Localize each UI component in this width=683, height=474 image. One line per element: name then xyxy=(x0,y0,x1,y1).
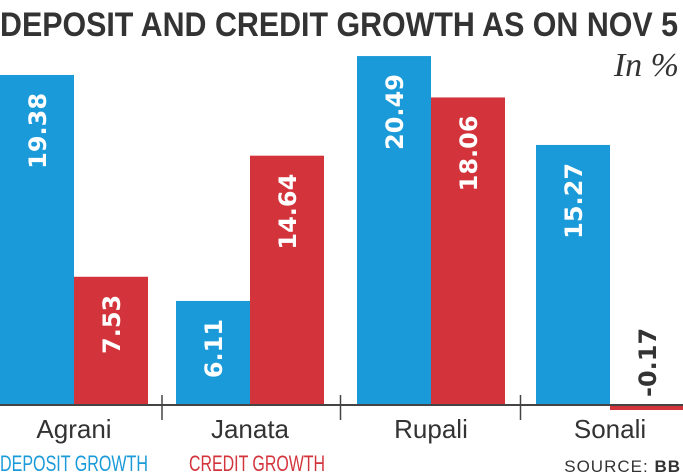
data-label: 20.49 xyxy=(381,74,409,150)
data-label: 6.11 xyxy=(200,319,228,378)
category-label: Rupali xyxy=(394,414,468,444)
category-label: Agrani xyxy=(36,414,111,444)
chart-title: DEPOSIT AND CREDIT GROWTH AS ON NOV 5 xyxy=(0,6,678,44)
data-label: 15.27 xyxy=(560,163,588,239)
bar-rupali-deposit xyxy=(357,56,431,406)
legend-deposit: DEPOSIT GROWTH xyxy=(0,451,148,474)
data-label: 14.64 xyxy=(274,174,302,250)
bar-sonali-credit xyxy=(610,405,683,410)
data-label: 18.06 xyxy=(455,115,483,191)
data-label: 19.38 xyxy=(24,93,52,169)
bar-rupali-credit xyxy=(431,97,505,405)
bar-janata-deposit xyxy=(176,300,250,405)
bar-agrani-credit xyxy=(74,276,148,405)
legend-credit: CREDIT GROWTH xyxy=(189,451,325,474)
unit-label: In % xyxy=(613,47,679,84)
category-label: Janata xyxy=(211,414,290,444)
source-prefix: SOURCE: xyxy=(564,457,654,474)
source-name: BB xyxy=(654,457,681,474)
bar-agrani-deposit xyxy=(0,74,74,405)
data-label: 7.53 xyxy=(98,295,126,354)
data-label: -0.17 xyxy=(634,328,662,397)
bar-sonali-deposit xyxy=(536,144,610,405)
bar-janata-credit xyxy=(250,155,324,405)
source-note: SOURCE: BB xyxy=(564,457,681,474)
category-label: Sonali xyxy=(574,414,646,444)
